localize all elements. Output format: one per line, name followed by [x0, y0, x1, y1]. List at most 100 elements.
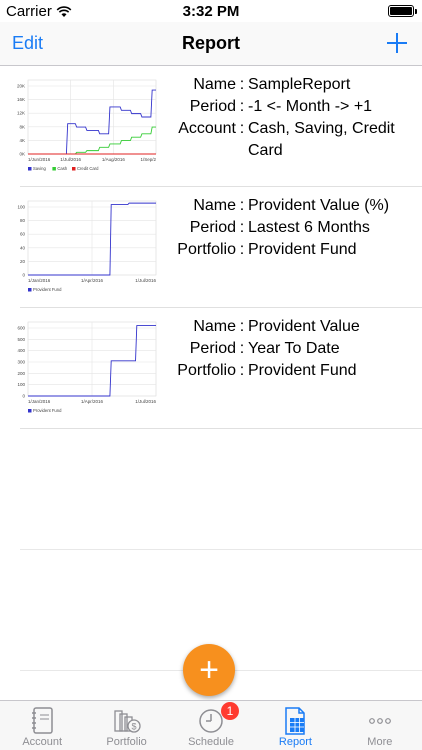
- floating-add-button[interactable]: +: [183, 644, 235, 696]
- field-label: Name: [193, 318, 236, 335]
- x-tick-label: 1/Apr/2016: [81, 399, 104, 404]
- tab-label: Portfolio: [106, 736, 147, 748]
- tab-schedule[interactable]: 1 Schedule: [169, 701, 253, 750]
- spreadsheet-icon: [285, 707, 306, 735]
- field-label: Period: [189, 98, 236, 115]
- y-tick-label: 80: [20, 218, 26, 223]
- field-value: Cash, Saving, Credit Card: [248, 120, 395, 159]
- info-row: Name: Provident Value (%): [160, 195, 420, 217]
- x-tick-label: 1/Jan/2016: [28, 278, 51, 283]
- x-tick-label: 1/Jun/2016: [28, 157, 51, 162]
- x-tick-label: 1/Jul/2016: [60, 157, 81, 162]
- field-separator: :: [239, 120, 245, 137]
- x-tick-label: 1/Apr/2016: [81, 278, 104, 283]
- field-value: Provident Value: [248, 318, 360, 335]
- field-separator: :: [239, 76, 245, 93]
- y-tick-label: 400: [17, 348, 25, 353]
- y-tick-label: 100: [17, 205, 25, 210]
- field-label: Period: [189, 219, 236, 236]
- legend-swatch: [52, 167, 56, 171]
- field-value: Year To Date: [248, 340, 340, 357]
- y-tick-label: 600: [17, 326, 25, 331]
- field-value: Lastest 6 Months: [248, 219, 370, 236]
- field-label: Name: [193, 197, 236, 214]
- y-tick-label: 20: [20, 259, 26, 264]
- info-row: Period: -1 <- Month -> +1: [160, 96, 420, 118]
- svg-text:$: $: [131, 722, 136, 732]
- empty-row: [20, 429, 422, 550]
- plot-area: [27, 79, 157, 155]
- tab-portfolio[interactable]: $ Portfolio: [84, 701, 168, 750]
- series-line: [28, 202, 156, 276]
- y-tick-label: 60: [20, 232, 26, 237]
- status-left: Carrier: [6, 3, 72, 20]
- report-row[interactable]: 0K 4K 8K 12K 16K 20K 1/Jun/2016 1/Jul/2016 1/Aug…: [17, 66, 422, 187]
- x-tick-label: 1/Jan/2016: [28, 399, 51, 404]
- info-row: Account: Cash, Saving, Credit Card: [160, 118, 420, 162]
- page-title: Report: [182, 33, 240, 53]
- report-info: Name: Provident Value Period: Year To Date P…: [160, 316, 420, 382]
- x-tick-label: 1/Aug/2016: [102, 157, 126, 162]
- report-info: Name: SampleReport Period: -1 <- Month -> +…: [160, 74, 420, 162]
- y-tick-label: 4K: [19, 138, 25, 143]
- field-label: Portfolio: [177, 362, 236, 379]
- y-tick-label: 0: [22, 394, 25, 399]
- field-separator: :: [239, 340, 245, 357]
- y-tick-label: 300: [17, 360, 25, 365]
- clock-icon: [199, 709, 223, 733]
- report-info: Name: Provident Value (%) Period: Lastest 6…: [160, 195, 420, 261]
- tab-report[interactable]: Report: [253, 701, 337, 750]
- tab-label: Schedule: [188, 736, 234, 748]
- battery-icon: [388, 5, 417, 17]
- report-chart-thumbnail: 0 20 40 60 80 100 1/Jan/2016 1/Apr/2016 1/Jul/20…: [17, 200, 156, 292]
- y-tick-label: 12K: [17, 111, 25, 116]
- info-row: Period: Year To Date: [160, 338, 420, 360]
- y-tick-label: 40: [20, 245, 26, 250]
- legend-swatch: [28, 167, 32, 171]
- legend-label: Credit Card: [77, 166, 99, 171]
- field-separator: :: [239, 197, 245, 214]
- field-value: -1 <- Month -> +1: [248, 98, 373, 115]
- notebook-icon: [32, 707, 53, 734]
- tab-label: More: [367, 736, 393, 748]
- edit-button[interactable]: Edit: [12, 33, 44, 53]
- info-row: Portfolio: Provident Fund: [160, 239, 420, 261]
- info-row: Name: SampleReport: [160, 74, 420, 96]
- status-time: 3:32 PM: [182, 3, 240, 20]
- legend-swatch: [72, 167, 76, 171]
- y-tick-label: 16K: [17, 97, 25, 102]
- money-stack-icon: $: [113, 710, 141, 733]
- legend-swatch: [28, 409, 32, 413]
- report-row[interactable]: 0 100 200 300 400 500 600 1/Jan/2016 1/Apr/2016 1…: [17, 308, 422, 429]
- report-chart-thumbnail: 0K 4K 8K 12K 16K 20K 1/Jun/2016 1/Jul/2016 1/Aug…: [17, 79, 157, 171]
- field-label: Account: [178, 120, 236, 137]
- y-tick-label: 100: [17, 382, 25, 387]
- info-row: Name: Provident Value: [160, 316, 420, 338]
- field-value: Provident Value (%): [248, 197, 390, 214]
- info-row: Period: Lastest 6 Months: [160, 217, 420, 239]
- field-value: SampleReport: [248, 76, 351, 93]
- y-tick-label: 20K: [17, 84, 25, 89]
- legend-label: Provident Fund: [33, 408, 62, 413]
- tab-account[interactable]: Account: [0, 701, 84, 750]
- field-value: Provident Fund: [248, 362, 357, 379]
- add-report-button[interactable]: [382, 28, 412, 58]
- field-label: Period: [189, 340, 236, 357]
- info-row: Portfolio: Provident Fund: [160, 360, 420, 382]
- tab-more[interactable]: More: [338, 701, 422, 750]
- field-label: Portfolio: [177, 241, 236, 258]
- series-line: [28, 89, 156, 155]
- report-row[interactable]: 0 20 40 60 80 100 1/Jan/2016 1/Apr/2016 1/Jul/20…: [17, 187, 422, 308]
- y-tick-label: 0K: [19, 152, 25, 157]
- y-tick-label: 500: [17, 337, 25, 342]
- x-tick-label: 1/Jul/2016: [135, 399, 156, 404]
- legend-swatch: [28, 288, 32, 292]
- field-separator: :: [239, 318, 245, 335]
- field-separator: :: [239, 219, 245, 236]
- tab-label: Report: [278, 736, 312, 748]
- carrier-label: Carrier: [6, 3, 52, 20]
- report-chart-thumbnail: 0 100 200 300 400 500 600 1/Jan/2016 1/Apr/2016 1…: [17, 321, 156, 413]
- legend-label: Cash: [57, 166, 67, 171]
- field-value: Provident Fund: [248, 241, 357, 258]
- y-tick-label: 0: [22, 273, 25, 278]
